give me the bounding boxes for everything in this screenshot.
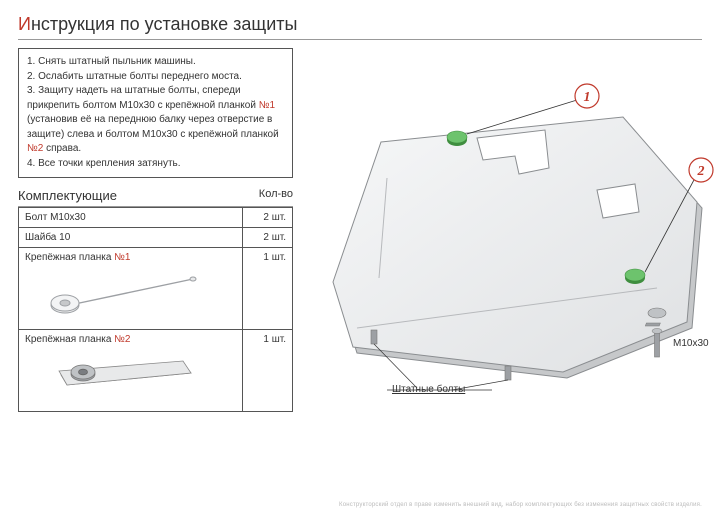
table-row: Болт М10х30 2 шт. [19, 208, 293, 228]
part-name: Шайба 10 [19, 228, 243, 248]
plate1-icon [51, 277, 196, 313]
stock-bolts-label: Штатные болты [392, 384, 465, 395]
components-header-row: Комплектующие Кол-во [18, 188, 293, 207]
parts-table: Болт М10х30 2 шт. Шайба 10 2 шт. Крепёжн… [18, 207, 293, 412]
part-name-cell: Крепёжная планка №2 [19, 330, 243, 412]
qty-heading: Кол-во [259, 188, 293, 203]
stock-bolt-left-icon [371, 330, 377, 344]
plate2-icon [59, 361, 191, 385]
instructions-box: 1. Снять штатный пыльник машины. 2. Осла… [18, 48, 293, 178]
table-row: Крепёжная планка №2 [19, 330, 293, 412]
title-text: нструкция по установке защиты [31, 14, 298, 34]
skid-plate-icon [333, 117, 702, 378]
bolt-head-1-icon [447, 131, 467, 146]
bolt-spec-label: М10х30 [673, 338, 709, 349]
callout-1: 1 [575, 84, 599, 108]
bolt-head-2-icon [625, 269, 645, 284]
table-row: Шайба 10 2 шт. [19, 228, 293, 248]
components-heading: Комплектующие [18, 188, 117, 203]
instr-ref-2: №2 [27, 143, 43, 154]
part-ref-2: №2 [114, 334, 130, 345]
content-columns: 1. Снять штатный пыльник машины. 2. Осла… [18, 48, 702, 468]
plate2-drawing [25, 351, 236, 404]
page: Инструкция по установке защиты 1. Снять … [0, 0, 720, 511]
assembly-diagram: 1 2 [297, 78, 720, 418]
instr-line-2: 2. Ослабить штатные болты переднего мост… [27, 70, 284, 85]
svg-text:1: 1 [584, 90, 591, 105]
part-ref-1: №1 [114, 252, 130, 263]
title-accent: И [18, 14, 31, 34]
callout-2: 2 [689, 158, 713, 182]
page-title: Инструкция по установке защиты [18, 14, 702, 40]
part-qty: 1 шт. [243, 330, 293, 412]
stock-bolt-right-icon [505, 366, 511, 380]
part-name-cell: Крепёжная планка №1 [19, 248, 243, 330]
svg-text:2: 2 [697, 164, 705, 179]
instr-line-1: 1. Снять штатный пыльник машины. [27, 55, 284, 70]
part-name: Болт М10х30 [19, 208, 243, 228]
right-column: 1 2 [307, 48, 702, 468]
part-qty: 1 шт. [243, 248, 293, 330]
instr-ref-1: №1 [259, 100, 275, 111]
part-qty: 2 шт. [243, 228, 293, 248]
plate1-drawing [25, 269, 236, 320]
instr-line-3: 3. Защиту надеть на штатные болты, спере… [27, 84, 284, 157]
instr-line-4: 4. Все точки крепления затянуть. [27, 157, 284, 172]
part-qty: 2 шт. [243, 208, 293, 228]
watermark-text: Конструкторский отдел в праве изменить в… [339, 502, 702, 508]
left-column: 1. Снять штатный пыльник машины. 2. Осла… [18, 48, 293, 468]
table-row: Крепёжная планка №1 [19, 248, 293, 330]
